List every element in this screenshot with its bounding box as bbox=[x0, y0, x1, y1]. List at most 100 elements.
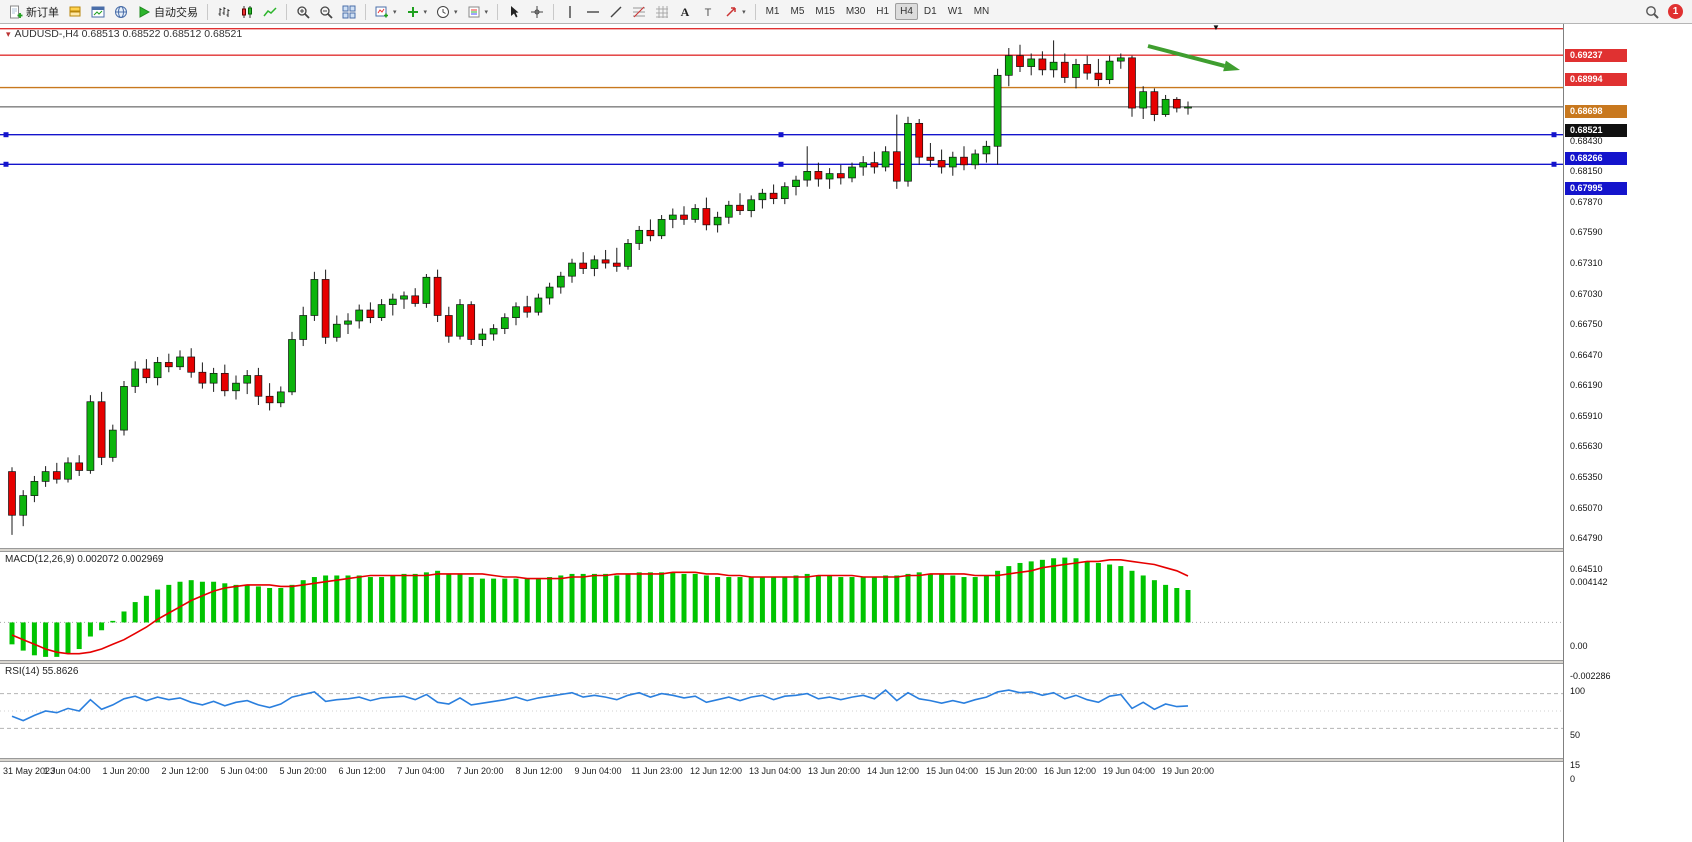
line-chart-mode-button[interactable] bbox=[259, 2, 281, 22]
macd-canvas[interactable] bbox=[0, 552, 1563, 660]
candle-body bbox=[344, 320, 352, 325]
svg-text:A: A bbox=[681, 5, 690, 19]
algo-trading-button[interactable]: 自动交易 bbox=[133, 1, 202, 23]
candle-body bbox=[153, 362, 162, 379]
line-handle[interactable] bbox=[3, 161, 9, 167]
time-axis-label: 31 May 2023 bbox=[3, 766, 56, 776]
candle-body bbox=[1128, 57, 1136, 109]
horizontal-line-tool-button[interactable] bbox=[582, 2, 604, 22]
timeframe-m15-button[interactable]: M15 bbox=[815, 6, 835, 17]
community-button[interactable] bbox=[110, 2, 132, 22]
macd-panel[interactable]: MACD(12,26,9) 0.002072 0.002969 bbox=[0, 552, 1563, 660]
new-order-button[interactable]: 新订单 bbox=[5, 1, 63, 23]
macd-bar bbox=[737, 577, 743, 623]
tile-windows-button[interactable] bbox=[338, 2, 360, 22]
timeframe-mn-button[interactable]: MN bbox=[973, 6, 990, 17]
one-click-trading-arrow[interactable]: ▾ bbox=[6, 28, 11, 39]
text-tool-button[interactable]: A bbox=[674, 2, 696, 22]
candle-body bbox=[892, 151, 901, 182]
candle-body bbox=[680, 214, 688, 220]
rsi-axis-label: 100 bbox=[1570, 686, 1586, 697]
macd-bar bbox=[43, 622, 49, 657]
line-handle[interactable] bbox=[778, 132, 784, 138]
grid-tool-button[interactable] bbox=[651, 2, 673, 22]
macd-bar bbox=[1107, 564, 1113, 623]
notification-badge[interactable]: 1 bbox=[1668, 4, 1683, 19]
rsi-canvas[interactable] bbox=[0, 664, 1563, 758]
templates-button[interactable]: ▾ bbox=[463, 2, 493, 22]
candle-body bbox=[915, 122, 924, 158]
macd-bar bbox=[502, 578, 508, 623]
candles[interactable] bbox=[8, 40, 1192, 535]
candle-body bbox=[8, 471, 16, 516]
macd-bar bbox=[939, 573, 945, 623]
macd-bar bbox=[211, 581, 217, 623]
timeframe-h4-button[interactable]: H4 bbox=[895, 3, 918, 20]
macd-bar bbox=[726, 577, 732, 623]
periods-menu-button[interactable]: ▾ bbox=[432, 2, 462, 22]
candle-body bbox=[1139, 91, 1148, 109]
timeframe-m1-button[interactable]: M1 bbox=[765, 6, 780, 17]
candle-body bbox=[1027, 58, 1036, 67]
trade-ticket-button[interactable] bbox=[64, 2, 86, 22]
macd-bar bbox=[1017, 562, 1023, 623]
macd-bar bbox=[1039, 559, 1045, 623]
crosshair-tool-button[interactable] bbox=[526, 2, 548, 22]
candle-body bbox=[971, 153, 980, 166]
macd-bar bbox=[625, 573, 631, 623]
candle-body bbox=[1116, 57, 1125, 62]
main-chart-panel[interactable]: ▾ AUDUSD-,H4 0.68513 0.68522 0.68512 0.6… bbox=[0, 24, 1563, 548]
time-axis[interactable]: 31 May 2023 1 Jun 04:00 1 Jun 20:00 2 Jun 1… bbox=[0, 762, 1563, 784]
bar-chart-mode-button[interactable] bbox=[213, 2, 235, 22]
label-tool-button[interactable]: T bbox=[697, 2, 719, 22]
candle-body bbox=[288, 339, 296, 393]
main-chart-canvas[interactable] bbox=[0, 24, 1563, 548]
timeframe-m5-button[interactable]: M5 bbox=[790, 6, 805, 17]
timeframe-d1-button[interactable]: D1 bbox=[923, 6, 937, 17]
price-axis[interactable]: 0.68430 0.68150 0.67870 0.67590 0.67310 0.670… bbox=[1563, 24, 1692, 842]
zoom-in-button[interactable] bbox=[292, 2, 314, 22]
timeframe-m30-button[interactable]: M30 bbox=[845, 6, 866, 17]
panel-splitter[interactable] bbox=[0, 758, 1692, 762]
candle-body bbox=[75, 462, 84, 471]
indicators-button[interactable]: ▾ bbox=[402, 2, 432, 22]
macd-bar bbox=[591, 573, 597, 623]
candle-body bbox=[467, 304, 476, 340]
macd-bar bbox=[961, 577, 967, 623]
zoom-out-button[interactable] bbox=[315, 2, 337, 22]
candle-body bbox=[1038, 58, 1047, 71]
fibonacci-tool-button[interactable] bbox=[628, 2, 650, 22]
vertical-line-tool-button[interactable] bbox=[559, 2, 581, 22]
macd-bar bbox=[334, 575, 340, 623]
line-handle[interactable] bbox=[3, 132, 9, 138]
price-tick-label: 0.65630 bbox=[1570, 441, 1603, 452]
macd-bar bbox=[647, 572, 653, 623]
trendline-tool-button[interactable] bbox=[605, 2, 627, 22]
clock-icon bbox=[436, 5, 450, 19]
cursor-tool-button[interactable] bbox=[503, 2, 525, 22]
chart-region: ▾ AUDUSD-,H4 0.68513 0.68522 0.68512 0.6… bbox=[0, 24, 1692, 842]
toolbar: 新订单 自动交易 ▾ ▾ ▾ ▾ A T ▾ M1 M5 M15 M30 H1 H4 D1 W1 MN 1 bbox=[0, 0, 1692, 24]
candle-body bbox=[489, 328, 498, 335]
candle-body bbox=[120, 386, 128, 431]
line-handle[interactable] bbox=[778, 161, 784, 167]
new-chart-button[interactable]: ▾ bbox=[371, 2, 401, 22]
arrows-tool-button[interactable]: ▾ bbox=[720, 2, 750, 22]
macd-bar bbox=[401, 573, 407, 623]
candle-body bbox=[478, 333, 487, 340]
macd-bar bbox=[199, 581, 205, 623]
timeframe-h1-button[interactable]: H1 bbox=[876, 6, 890, 17]
price-tick-label: 0.68430 bbox=[1570, 135, 1603, 146]
timeframe-w1-button[interactable]: W1 bbox=[947, 6, 963, 17]
line-handle[interactable] bbox=[1551, 161, 1557, 167]
macd-bar bbox=[995, 570, 1001, 623]
candle-chart-mode-button[interactable] bbox=[236, 2, 258, 22]
panel-splitter[interactable] bbox=[0, 548, 1692, 552]
search-button[interactable] bbox=[1641, 2, 1663, 22]
rsi-panel[interactable]: RSI(14) 55.8626 bbox=[0, 664, 1563, 758]
trend-arrow-annotation[interactable] bbox=[1147, 44, 1240, 72]
line-handle[interactable] bbox=[1551, 132, 1557, 138]
price-level-tag: 0.68994 bbox=[1565, 72, 1627, 86]
chart-window-button[interactable] bbox=[87, 2, 109, 22]
panel-splitter[interactable] bbox=[0, 660, 1692, 664]
